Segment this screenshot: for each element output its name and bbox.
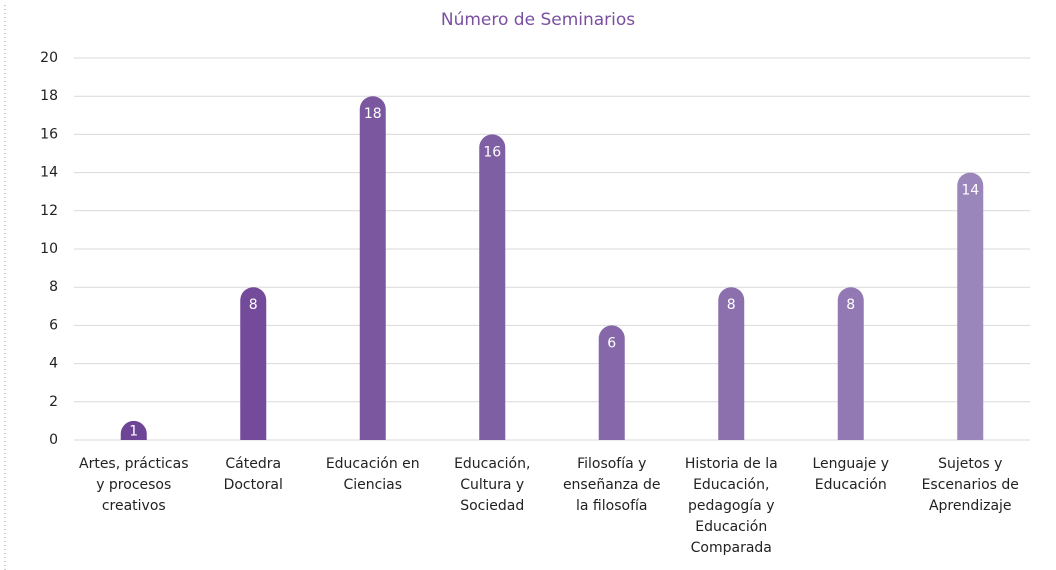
bar [120, 420, 147, 440]
data-label: 1 [129, 423, 138, 439]
x-tick-label: Artes, prácticas y procesos creativos [79, 456, 189, 514]
y-tick-label: 0 [49, 432, 58, 448]
data-label: 16 [483, 144, 501, 160]
y-tick-label: 2 [49, 394, 58, 410]
bar [837, 287, 864, 440]
x-tick-label: Cátedra Doctoral [223, 456, 283, 493]
data-label: 14 [961, 183, 979, 199]
bar [957, 172, 984, 440]
data-label: 8 [249, 297, 258, 313]
x-tick-label: Lenguaje y Educación [812, 456, 890, 493]
y-tick-label: 18 [40, 88, 58, 104]
x-tick-label: Filosofía y enseñanza de la filosofía [562, 456, 661, 514]
x-tick-label: Educación, Cultura y Sociedad [454, 456, 531, 514]
data-label: 6 [607, 335, 616, 351]
data-label: 8 [727, 297, 736, 313]
y-tick-label: 4 [49, 356, 58, 372]
y-tick-label: 20 [40, 50, 58, 66]
bar [240, 287, 267, 440]
y-tick-label: 8 [49, 279, 58, 295]
y-tick-label: 12 [40, 203, 58, 219]
x-tick-label: Historia de la Educación, pedagogía y Ed… [684, 456, 778, 556]
data-label: 8 [846, 297, 855, 313]
y-tick-label: 6 [49, 317, 58, 333]
data-label: 18 [364, 106, 382, 122]
x-tick-label: Sujetos y Escenarios de Aprendizaje [921, 456, 1019, 514]
y-tick-label: 14 [40, 165, 58, 181]
y-tick-label: 10 [40, 241, 58, 257]
bar [479, 134, 506, 440]
chart-title: Número de Seminarios [441, 10, 635, 30]
y-tick-label: 16 [40, 126, 58, 142]
x-tick-label: Educación en Ciencias [325, 456, 420, 493]
bar [359, 96, 386, 440]
bar [598, 325, 625, 440]
bar [718, 287, 745, 440]
